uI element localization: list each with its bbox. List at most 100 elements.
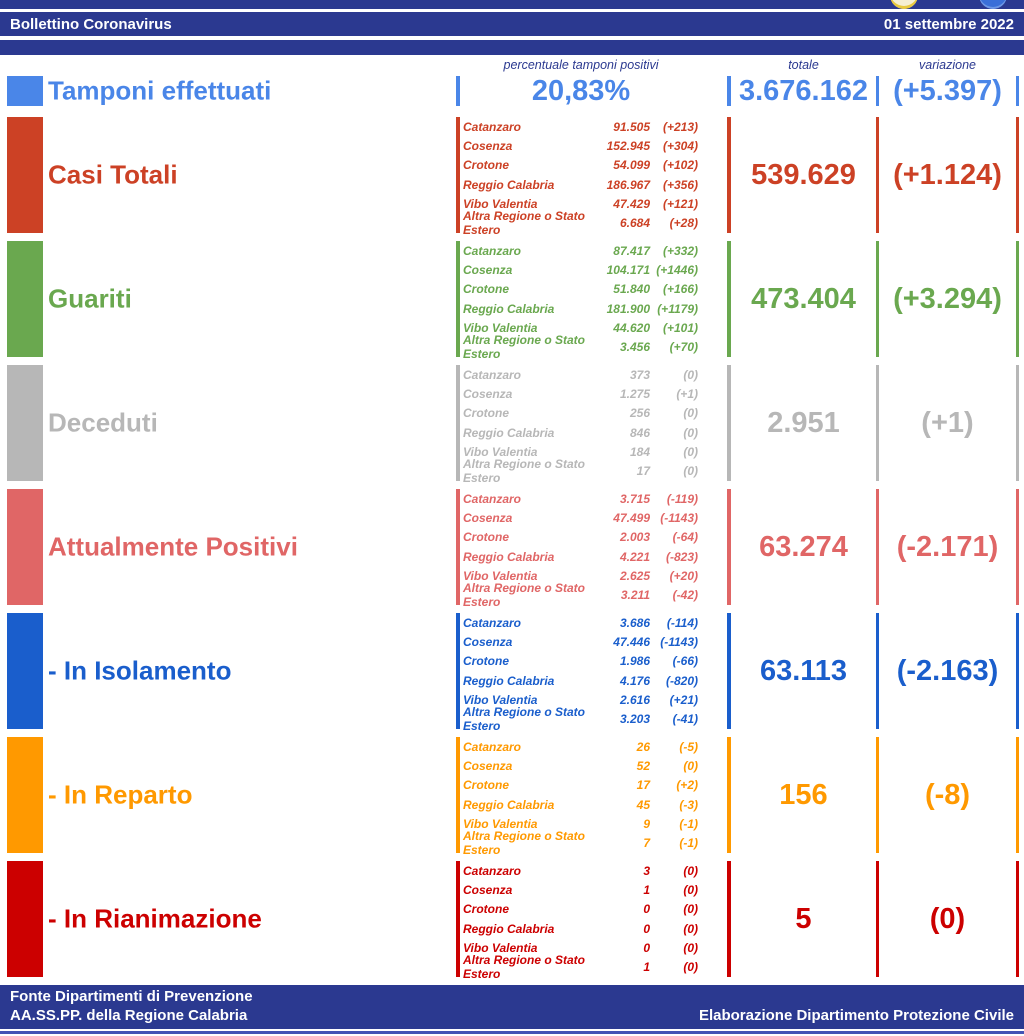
divider [1016,241,1019,357]
province-name: Crotone [463,282,509,297]
divider [456,861,460,977]
divider [876,489,879,605]
row-variation: (-8) [924,778,971,811]
province-name: Crotone [463,778,509,793]
province-delta: (0) [683,921,698,936]
province-delta: (+213) [662,119,698,134]
province-value: 91.505 [613,119,650,134]
province-name: Catanzaro [463,615,522,630]
page-title: Bollettino Coronavirus [10,15,172,33]
province-value: 3.686 [619,615,650,630]
province-breakdown: Catanzaro 91.505 (+213) Cosenza 152.945 (+304… [463,117,724,238]
province-value: 52 [636,759,650,774]
province-value: 87.417 [613,243,650,258]
column-headers: percentuale tamponi positivi totale vari… [0,58,1024,74]
province-detail-row: Catanzaro 26 (-5) [463,737,724,756]
divider [1016,76,1019,106]
province-name: Reggio Calabria [463,301,555,316]
province-delta: (0) [683,367,698,382]
positive-percentage: 20,83% [531,74,631,107]
province-detail-row: Vibo Valentia 9 (-1) [463,814,724,833]
province-delta: (+1446) [656,263,698,278]
province-name: Altra Regione o Stato Estero [463,829,586,858]
province-name: Vibo Valentia [463,320,538,335]
province-delta: (+1179) [657,301,698,316]
divider [727,861,731,977]
province-delta: (-5) [679,739,698,754]
province-name: Reggio Calabria [463,549,555,564]
protezione-civile-logo-icon [979,0,1007,9]
top-strip [0,0,1024,9]
row-total: 473.404 [751,282,856,315]
province-delta: (+102) [662,158,698,173]
province-delta: (+1) [676,387,698,402]
footer-source-line1: Fonte Dipartimenti di Prevenzione [10,988,253,1005]
province-value: 17 [636,464,650,479]
province-delta: (-114) [666,615,698,630]
bottom-divider [0,1031,1024,1034]
province-name: Catanzaro [463,863,522,878]
row-title: Tamponi effettuati [48,75,272,106]
province-name: Vibo Valentia [463,692,538,707]
row-variation: (-2.163) [896,654,999,687]
province-value: 7 [643,836,650,851]
province-name: Vibo Valentia [463,816,538,831]
province-name: Cosenza [463,635,513,650]
province-detail-row: Catanzaro 3.715 (-119) [463,489,724,508]
row-title: Casi Totali [48,159,178,190]
province-detail-row: Reggio Calabria 0 (0) [463,919,724,938]
province-value: 256 [629,406,650,421]
row-deceduti: Deceduti Catanzaro 373 (0) Cosenza 1.275 (+1)… [0,365,1024,485]
province-delta: (0) [683,883,698,898]
divider [876,117,879,233]
province-name: Altra Regione o Stato Estero [463,457,586,486]
divider [727,76,731,106]
column-header-percentuale: percentuale tamponi positivi [503,58,659,72]
divider [876,76,879,106]
row-guariti: Guariti Catanzaro 87.417 (+332) Cosenza 104.… [0,241,1024,361]
province-delta: (-41) [672,712,698,727]
row-title: Attualmente Positivi [48,531,298,562]
province-delta: (0) [683,960,698,975]
row-title: - In Reparto [48,779,193,810]
province-value: 181.900 [606,301,650,316]
divider [456,117,460,233]
column-header-totale: totale [788,58,819,72]
province-name: Crotone [463,530,509,545]
row-casi-totali: Casi Totali Catanzaro 91.505 (+213) Cosenza… [0,117,1024,238]
province-value: 846 [629,425,650,440]
province-delta: (+101) [662,320,698,335]
footer-source: Fonte Dipartimenti di Prevenzione AA.SS.… [10,987,253,1025]
province-detail-row: Altra Regione o Stato Estero 3.456 (+70) [463,333,724,361]
divider [727,365,731,481]
row-variation: (+1.124) [893,158,1002,191]
province-detail-row: Reggio Calabria 181.900 (+1179) [463,299,724,318]
province-delta: (+28) [669,216,698,231]
province-delta: (0) [683,425,698,440]
province-delta: (0) [683,940,698,955]
province-name: Altra Regione o Stato Estero [463,209,586,238]
province-detail-row: Crotone 256 (0) [463,404,724,423]
row-variation: (+3.294) [893,282,1002,315]
divider [876,737,879,853]
row-color-swatch [7,489,43,605]
province-value: 45 [636,797,650,812]
divider [727,117,731,233]
province-value: 152.945 [606,139,650,154]
province-name: Cosenza [463,387,513,402]
province-name: Catanzaro [463,491,522,506]
province-name: Crotone [463,158,509,173]
province-detail-row: Cosenza 152.945 (+304) [463,136,724,155]
province-value: 373 [629,367,650,382]
province-detail-row: Reggio Calabria 4.221 (-823) [463,547,724,566]
spacer [0,9,1024,12]
province-delta: (+2) [676,778,698,793]
province-detail-row: Crotone 2.003 (-64) [463,528,724,547]
row-in-rianimazione: - In Rianimazione Catanzaro 3 (0) Cosenza 1 (… [0,861,1024,981]
province-detail-row: Crotone 54.099 (+102) [463,156,724,175]
province-detail-row: Crotone 51.840 (+166) [463,280,724,299]
province-detail-row: Cosenza 52 (0) [463,756,724,775]
row-tamponi-effettuati: Tamponi effettuati 20,83% 3.676.162 (+5.… [0,74,1024,107]
province-value: 1.986 [619,654,650,669]
province-name: Altra Regione o Stato Estero [463,705,586,734]
